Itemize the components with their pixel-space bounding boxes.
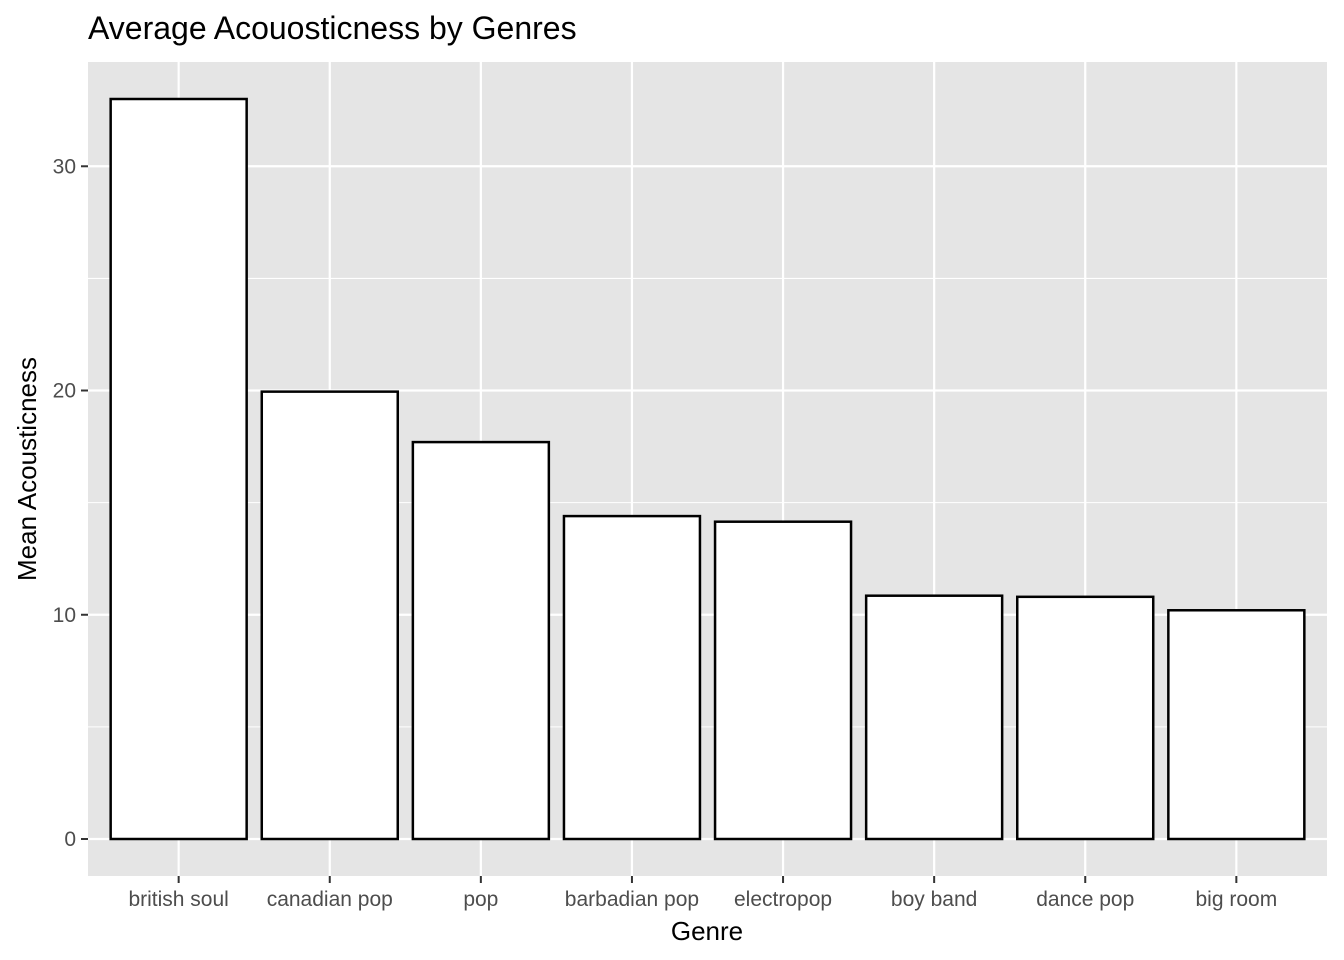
bar-canadian-pop <box>260 390 400 841</box>
x-tick-label: british soul <box>128 888 228 911</box>
bars-layer <box>109 97 1306 841</box>
x-tick-label: barbadian pop <box>565 888 699 911</box>
bar-boy-band <box>864 594 1004 841</box>
y-axis: 0 10 20 30 <box>53 155 88 851</box>
x-tick-label: canadian pop <box>267 888 393 911</box>
bar-barbadian-pop <box>562 514 702 841</box>
y-tick-label: 0 <box>64 828 76 851</box>
x-tick-label: big room <box>1195 888 1277 911</box>
bar-dance-pop <box>1016 595 1155 841</box>
bar-british-soul <box>109 97 248 841</box>
bar-electropop <box>713 520 853 841</box>
chart-title: Average Acouosticness by Genres <box>88 10 577 46</box>
x-axis-title: Genre <box>671 916 743 946</box>
y-axis-title: Mean Acousticness <box>12 357 42 581</box>
x-tick-label: boy band <box>891 888 977 911</box>
y-tick-label: 10 <box>53 604 76 627</box>
x-axis: british soul canadian pop pop barbadian pop… <box>128 876 1277 911</box>
y-tick-label: 20 <box>53 380 76 403</box>
x-tick-label: pop <box>463 888 498 911</box>
bar-pop <box>411 440 551 841</box>
x-tick-label: electropop <box>734 888 832 911</box>
y-tick-label: 30 <box>53 155 76 178</box>
bar-big-room <box>1167 609 1306 841</box>
x-tick-label: dance pop <box>1036 888 1134 911</box>
